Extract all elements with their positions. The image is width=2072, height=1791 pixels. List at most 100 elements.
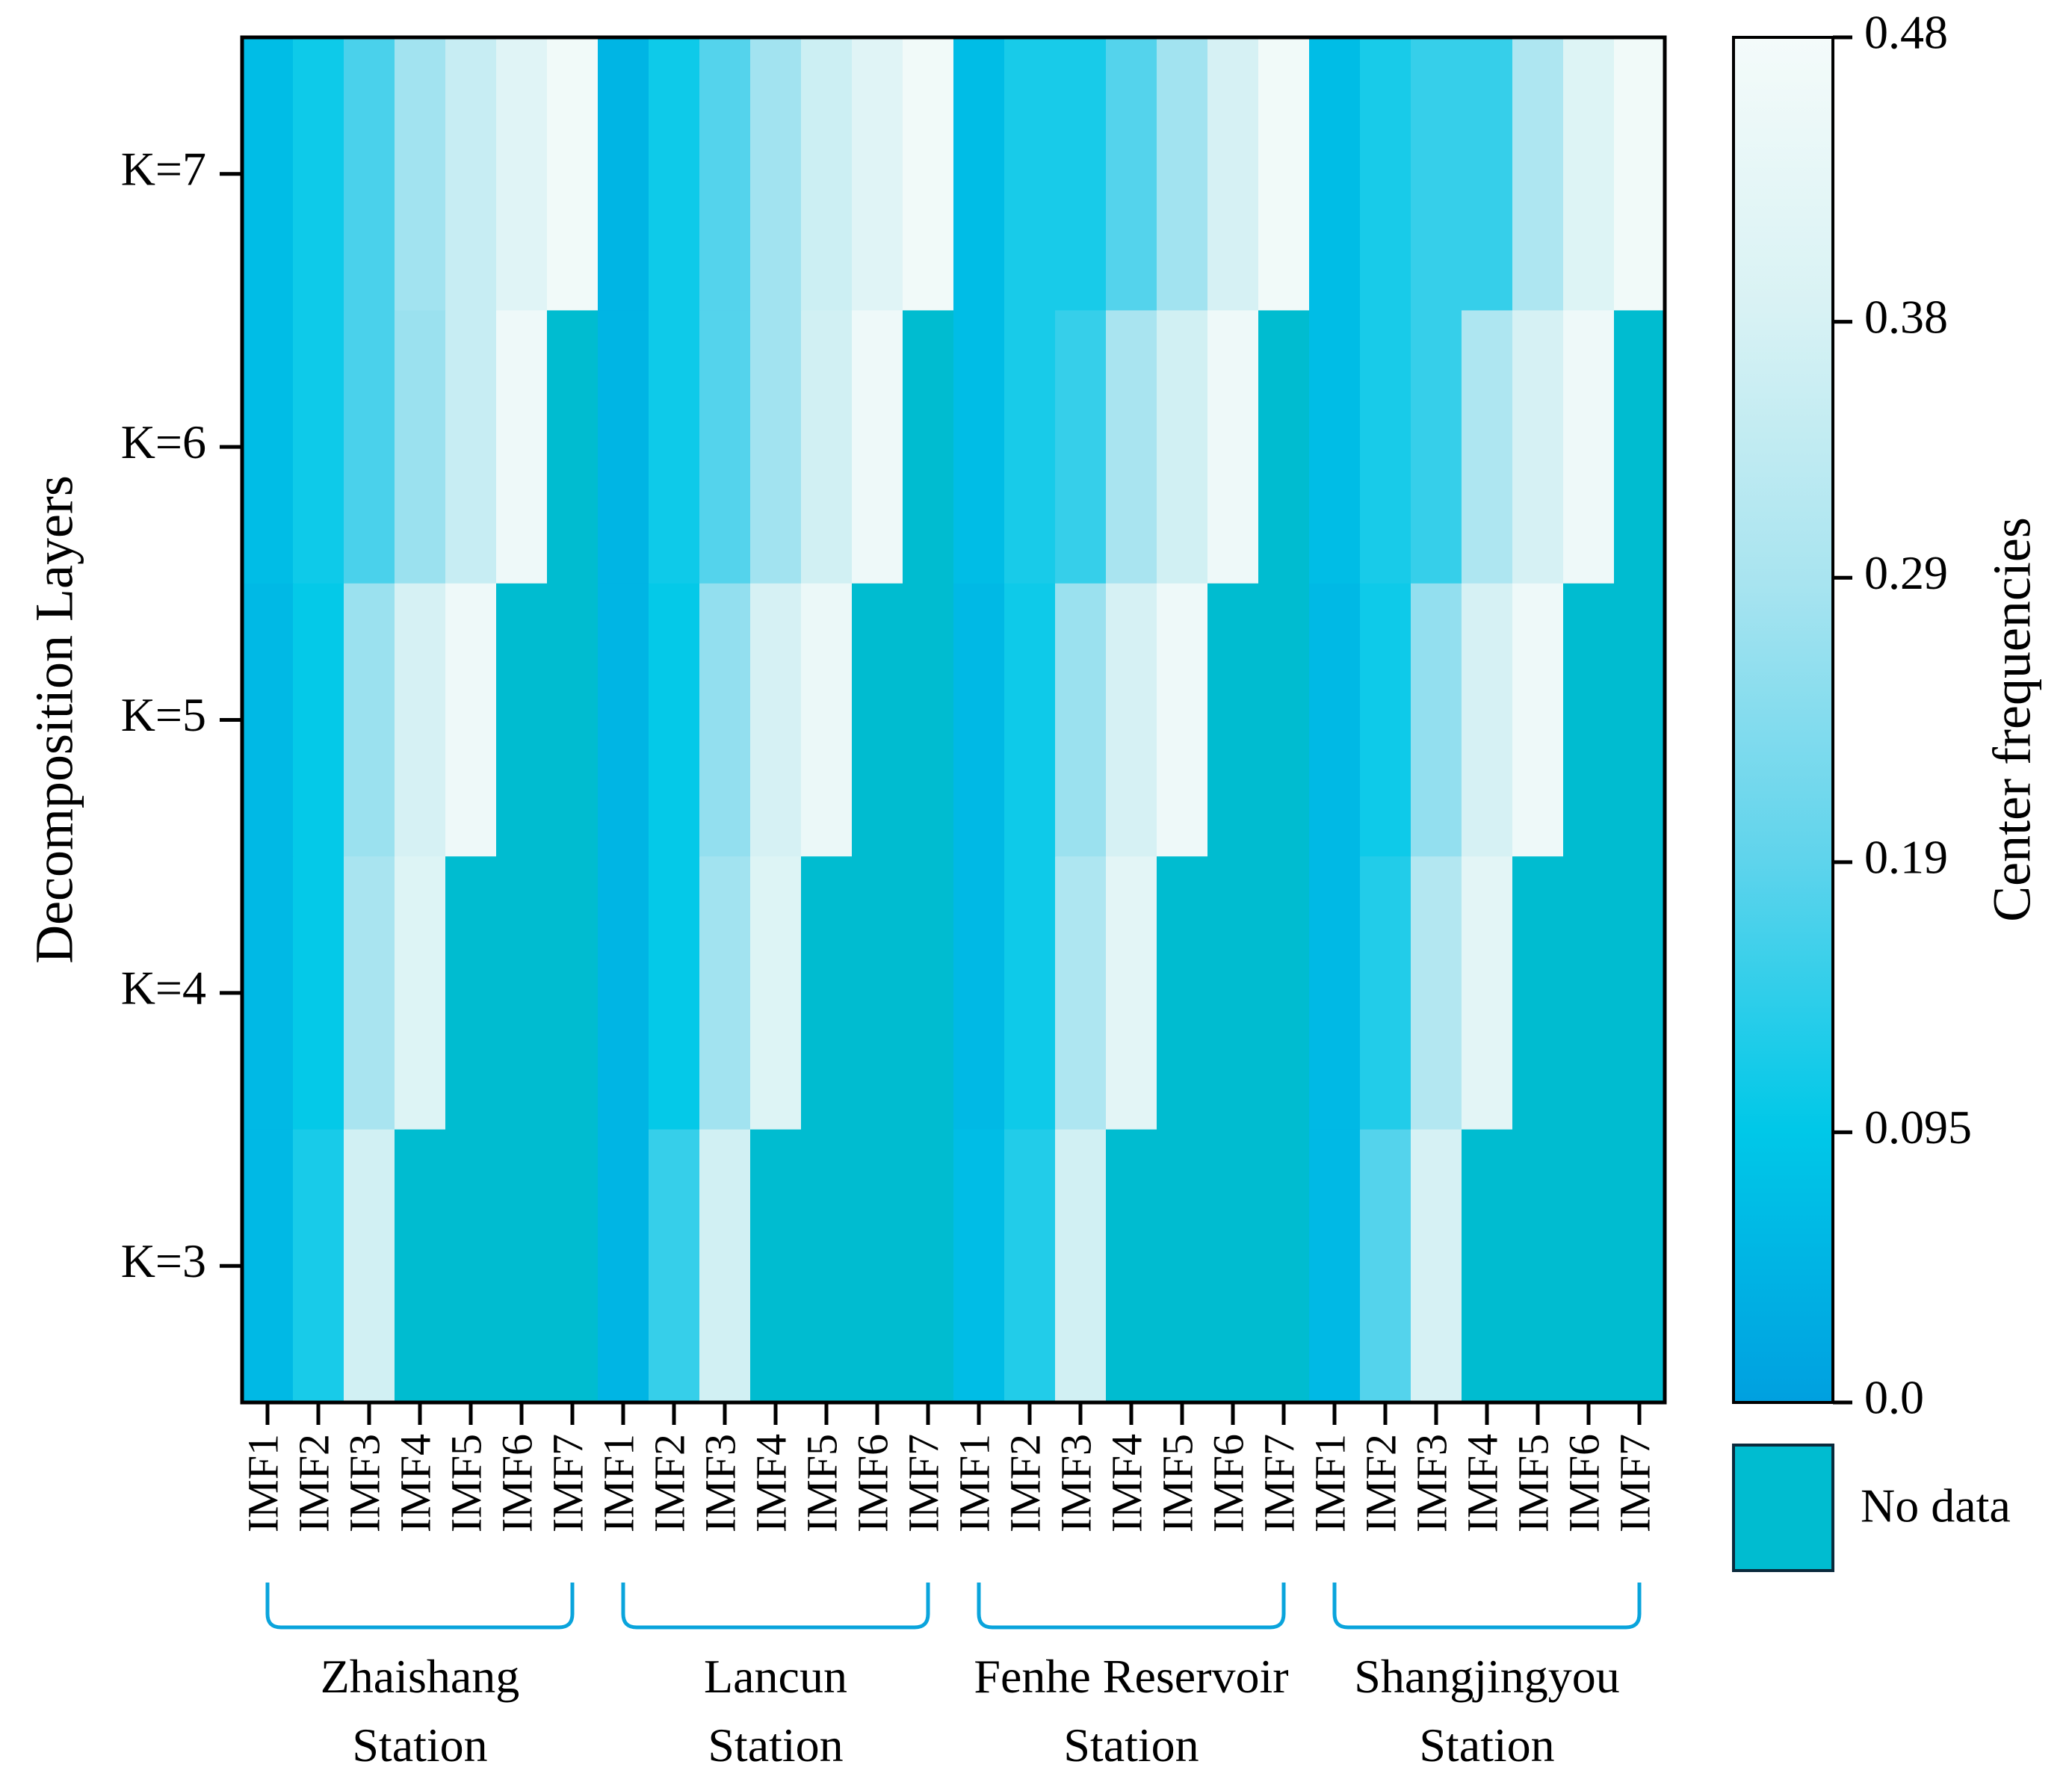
station-bracket bbox=[977, 1583, 1286, 1630]
heatmap-cell-no-data bbox=[445, 1129, 497, 1403]
heatmap-cell bbox=[293, 1129, 344, 1403]
heatmap-cell bbox=[1512, 583, 1564, 857]
heatmap-cell bbox=[242, 310, 294, 584]
colorbar-ticks: 0.0 0.095 0.19 0.29 0.38 0.48 bbox=[1833, 6, 1972, 1424]
heatmap-cell-no-data bbox=[1207, 856, 1259, 1130]
heatmap-cell-no-data bbox=[445, 856, 497, 1130]
heatmap-cell bbox=[445, 583, 497, 857]
station-bracket bbox=[265, 1583, 575, 1630]
heatmap-cell bbox=[953, 310, 1005, 584]
heatmap-cell bbox=[649, 37, 700, 311]
heatmap-cell bbox=[1309, 856, 1361, 1130]
heatmap-cell bbox=[395, 583, 446, 857]
heatmap-cell bbox=[344, 583, 395, 857]
x-tick-label: IMF1 bbox=[950, 1434, 998, 1532]
x-tick-label: IMF1 bbox=[594, 1434, 643, 1532]
heatmap-cell bbox=[1055, 37, 1107, 311]
heatmap-cell bbox=[1157, 37, 1208, 311]
heatmap-cell bbox=[953, 856, 1005, 1130]
heatmap-cell-no-data bbox=[496, 856, 548, 1130]
x-tick-label: IMF4 bbox=[391, 1434, 439, 1532]
heatmap-cell bbox=[395, 37, 446, 311]
heatmap-cell bbox=[1512, 37, 1564, 311]
station-label: Lancun Station bbox=[704, 1650, 847, 1772]
heatmap-cell bbox=[1360, 1129, 1411, 1403]
heatmap-cell bbox=[293, 583, 344, 857]
y-tick-label: K=5 bbox=[121, 688, 206, 741]
colorbar-title: Center frequencies bbox=[1982, 517, 2042, 922]
station-label: Fenhe Reservoir Station bbox=[974, 1650, 1288, 1772]
heatmap-cell bbox=[801, 37, 853, 311]
heatmap-cell bbox=[1309, 1129, 1361, 1403]
heatmap-cell bbox=[903, 37, 954, 311]
heatmap-cell bbox=[344, 37, 395, 311]
x-tick-label: IMF2 bbox=[645, 1434, 693, 1532]
heatmap-cell-no-data bbox=[1258, 310, 1310, 584]
heatmap-cell-no-data bbox=[496, 1129, 548, 1403]
heatmap-cell bbox=[1055, 583, 1107, 857]
heatmap-cell bbox=[547, 37, 599, 311]
heatmap-cell bbox=[649, 856, 700, 1130]
heatmap-cell bbox=[598, 37, 649, 311]
heatmap-cell-no-data bbox=[1157, 1129, 1208, 1403]
heatmap-cell bbox=[242, 37, 294, 311]
y-tick-label: K=3 bbox=[121, 1234, 206, 1287]
heatmap-cell bbox=[242, 1129, 294, 1403]
heatmap-cell-no-data bbox=[1258, 856, 1310, 1130]
heatmap-cell-no-data bbox=[547, 1129, 599, 1403]
heatmap-cell bbox=[1360, 583, 1411, 857]
heatmap-cell-no-data bbox=[1157, 856, 1208, 1130]
heatmap-cell bbox=[496, 310, 548, 584]
heatmap-cell bbox=[1462, 583, 1513, 857]
heatmap-cell bbox=[1360, 310, 1411, 584]
x-tick-label: IMF6 bbox=[848, 1434, 897, 1532]
heatmap-cell bbox=[1462, 856, 1513, 1130]
no-data-swatch bbox=[1732, 1444, 1834, 1572]
heatmap-cell-no-data bbox=[1614, 856, 1666, 1130]
heatmap-cell bbox=[1157, 310, 1208, 584]
x-tick-label: IMF5 bbox=[442, 1434, 490, 1532]
y-axis: K=7 K=6 K=5 K=4 K=3 bbox=[121, 142, 242, 1287]
heatmap-cell-no-data bbox=[547, 856, 599, 1130]
heatmap-cell-no-data bbox=[395, 1129, 446, 1403]
x-tick-label: IMF5 bbox=[1153, 1434, 1202, 1532]
no-data-legend: No data bbox=[1732, 1444, 2011, 1572]
heatmap-cell-no-data bbox=[547, 310, 599, 584]
heatmap-cell bbox=[1055, 856, 1107, 1130]
heatmap-cell bbox=[1106, 856, 1157, 1130]
heatmap-cell bbox=[801, 583, 853, 857]
colorbar: 0.0 0.095 0.19 0.29 0.38 0.48 Center frequenc… bbox=[1732, 6, 2042, 1424]
heatmap-cell-no-data bbox=[1512, 1129, 1564, 1403]
x-tick-label: IMF5 bbox=[1509, 1434, 1557, 1532]
heatmap-cell bbox=[1512, 310, 1564, 584]
heatmap-cell bbox=[1309, 310, 1361, 584]
heatmap-cell bbox=[445, 37, 497, 311]
heatmap-cell bbox=[598, 1129, 649, 1403]
heatmap-cell-no-data bbox=[750, 1129, 802, 1403]
heatmap-cell bbox=[344, 310, 395, 584]
heatmap-cell bbox=[1309, 583, 1361, 857]
heatmap-cell bbox=[1207, 37, 1259, 311]
heatmap-cell bbox=[1411, 856, 1462, 1130]
x-tick-label: IMF4 bbox=[746, 1434, 795, 1532]
x-tick-label: IMF3 bbox=[1051, 1434, 1100, 1532]
heatmap-cell-no-data bbox=[1462, 1129, 1513, 1403]
heatmap-cells bbox=[242, 37, 1666, 1403]
heatmap-cell bbox=[1614, 37, 1666, 311]
heatmap-cell-no-data bbox=[1258, 583, 1310, 857]
heatmap-cell bbox=[1055, 1129, 1107, 1403]
x-tick-label: IMF7 bbox=[1610, 1434, 1659, 1532]
heatmap-cell bbox=[1207, 310, 1259, 584]
no-data-label: No data bbox=[1861, 1479, 2011, 1532]
station-bracket bbox=[1332, 1583, 1642, 1630]
heatmap-cell-no-data bbox=[1106, 1129, 1157, 1403]
x-tick-label: IMF2 bbox=[1356, 1434, 1405, 1532]
x-tick-label: IMF6 bbox=[1204, 1434, 1252, 1532]
heatmap-cell bbox=[1106, 37, 1157, 311]
heatmap-cell-no-data bbox=[547, 583, 599, 857]
station-bracket bbox=[621, 1583, 930, 1630]
colorbar-tick-label: 0.29 bbox=[1864, 546, 1948, 599]
heatmap-cell-no-data bbox=[1512, 856, 1564, 1130]
heatmap-cell bbox=[649, 1129, 700, 1403]
heatmap-cell-no-data bbox=[1207, 583, 1259, 857]
